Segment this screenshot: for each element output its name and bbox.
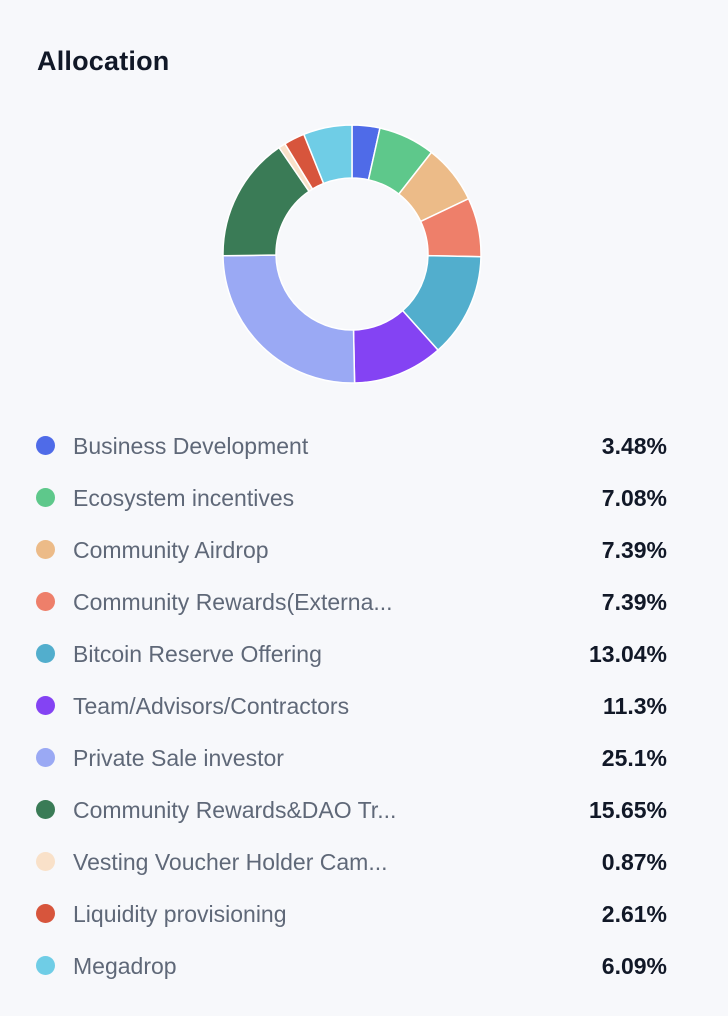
- legend-label: Ecosystem incentives: [73, 485, 295, 511]
- legend-item[interactable]: Megadrop 6.09%: [0, 940, 728, 992]
- legend-item[interactable]: Vesting Voucher Holder Cam... 0.87%: [0, 836, 728, 888]
- donut-slice-megadrop[interactable]: [302, 124, 353, 185]
- legend-color-dot-icon: [36, 696, 55, 715]
- legend-label: Private Sale investor: [73, 745, 284, 771]
- legend-item[interactable]: Business Development 3.48%: [0, 420, 728, 472]
- legend-value: 11.3%: [603, 693, 667, 719]
- legend-color-dot-icon: [36, 644, 55, 663]
- legend-color-dot-icon: [36, 956, 55, 975]
- legend-color-dot-icon: [36, 436, 55, 455]
- legend-item[interactable]: Team/Advisors/Contractors 11.3%: [0, 680, 728, 732]
- legend-item[interactable]: Community Airdrop 7.39%: [0, 524, 728, 576]
- donut-svg: [222, 124, 482, 384]
- legend-color-dot-icon: [36, 540, 55, 559]
- legend-label: Vesting Voucher Holder Cam...: [73, 849, 388, 875]
- legend-item[interactable]: Community Rewards(Externa... 7.39%: [0, 576, 728, 628]
- legend-color-dot-icon: [36, 592, 55, 611]
- legend-item[interactable]: Ecosystem incentives 7.08%: [0, 472, 728, 524]
- legend-color-dot-icon: [36, 800, 55, 819]
- legend-value: 15.65%: [588, 797, 667, 823]
- legend-color-dot-icon: [36, 488, 55, 507]
- chart-legend: Business Development 3.48% Ecosystem incen…: [0, 420, 728, 992]
- legend-value: 3.48%: [601, 433, 667, 459]
- legend-label: Community Airdrop: [73, 537, 269, 563]
- legend-value: 6.09%: [601, 953, 667, 979]
- legend-value: 7.08%: [601, 485, 667, 511]
- legend-item[interactable]: Community Rewards&DAO Tr... 15.65%: [0, 784, 728, 836]
- legend-label: Community Rewards(Externa...: [73, 589, 393, 615]
- legend-color-dot-icon: [36, 904, 55, 923]
- legend-label: Liquidity provisioning: [73, 901, 287, 927]
- legend-label: Megadrop: [73, 953, 177, 979]
- donut-chart: [222, 124, 482, 384]
- legend-value: 7.39%: [601, 589, 667, 615]
- legend-color-dot-icon: [36, 852, 55, 871]
- legend-label: Team/Advisors/Contractors: [73, 693, 350, 719]
- legend-item[interactable]: Liquidity provisioning 2.61%: [0, 888, 728, 940]
- donut-slice-private-sale-investor[interactable]: [222, 254, 356, 384]
- legend-item[interactable]: Bitcoin Reserve Offering 13.04%: [0, 628, 728, 680]
- chart-title: Allocation: [37, 46, 170, 76]
- legend-label: Business Development: [73, 433, 309, 459]
- legend-label: Bitcoin Reserve Offering: [73, 641, 322, 667]
- legend-value: 0.87%: [601, 849, 667, 875]
- legend-value: 2.61%: [601, 901, 667, 927]
- legend-color-dot-icon: [36, 748, 55, 767]
- legend-value: 13.04%: [588, 641, 667, 667]
- legend-value: 7.39%: [601, 537, 667, 563]
- legend-value: 25.1%: [601, 745, 667, 771]
- legend-label: Community Rewards&DAO Tr...: [73, 797, 397, 823]
- legend-item[interactable]: Private Sale investor 25.1%: [0, 732, 728, 784]
